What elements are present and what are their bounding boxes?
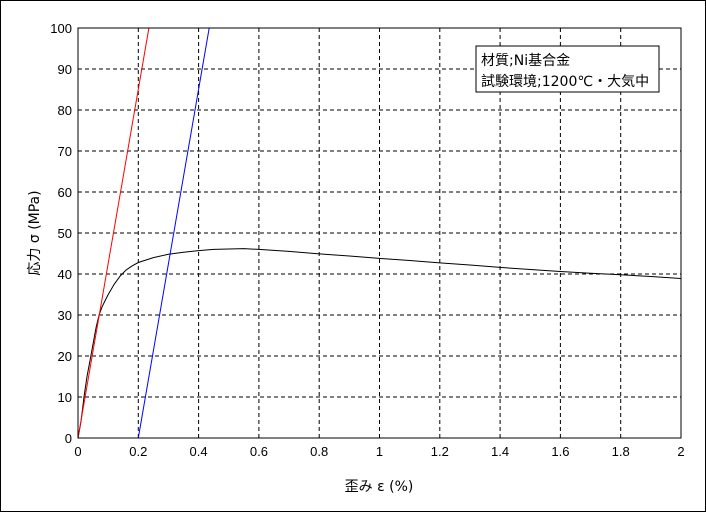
y-tick-label: 90 — [58, 62, 72, 77]
y-tick-label: 0 — [65, 431, 72, 446]
x-tick-label: 1.6 — [551, 444, 569, 459]
x-tick-label: 1.8 — [612, 444, 630, 459]
x-tick-label: 0.6 — [250, 444, 268, 459]
x-tick-label: 0.8 — [310, 444, 328, 459]
y-tick-label: 70 — [58, 144, 72, 159]
x-tick-label: 1 — [376, 444, 383, 459]
y-tick-label: 50 — [58, 226, 72, 241]
y-tick-label: 100 — [50, 21, 72, 36]
annotation-box-frame — [475, 45, 660, 93]
grid-lines — [78, 28, 681, 438]
x-tick-labels: 0 0.2 0.4 0.6 0.8 1 1.2 1.4 1.6 1.8 2 — [74, 444, 684, 459]
y-tick-label: 80 — [58, 103, 72, 118]
y-axis-title: 応力 σ (MPa) — [27, 190, 43, 275]
plot-border — [77, 27, 682, 439]
x-tick-label: 1.4 — [491, 444, 509, 459]
offset-line-blue — [137, 28, 210, 438]
x-tick-label: 1.2 — [431, 444, 449, 459]
x-axis-title: 歪み ε (%) — [345, 479, 414, 495]
annotation-box: 材質;Ni基合金 試験環境;1200℃・大気中 — [475, 45, 660, 93]
stress-strain-curve — [78, 248, 681, 438]
annotation-material: 材質;Ni基合金 — [481, 52, 570, 69]
data-series — [78, 28, 681, 438]
y-tick-label: 30 — [58, 308, 72, 323]
elastic-line-red — [78, 28, 150, 438]
x-tick-label: 0 — [74, 444, 81, 459]
y-tick-label: 20 — [58, 349, 72, 364]
y-tick-labels: 0 10 20 30 40 50 60 70 80 90 100 — [50, 21, 72, 446]
y-tick-label: 40 — [58, 267, 72, 282]
x-tick-label: 0.4 — [190, 444, 208, 459]
x-tick-label: 2 — [677, 444, 684, 459]
y-tick-label: 60 — [58, 185, 72, 200]
annotation-environment: 試験環境;1200℃・大気中 — [481, 74, 649, 90]
y-tick-label: 10 — [58, 390, 72, 405]
x-tick-label: 0.2 — [129, 444, 147, 459]
